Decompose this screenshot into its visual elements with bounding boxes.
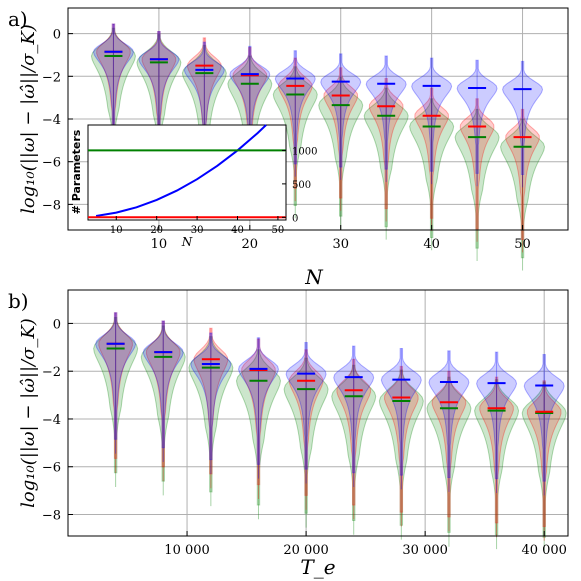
x-tick-label: 30 000 (402, 543, 448, 558)
violin-blue (285, 342, 327, 470)
violin-blue (523, 353, 565, 482)
inset-x-ticks: 10 20 30 40 50 (110, 216, 284, 236)
violin-blue (365, 55, 407, 170)
y-tick-label: 0 (53, 28, 61, 43)
violin-red (479, 376, 514, 524)
violin-blue (142, 320, 184, 449)
violin-blue (333, 345, 375, 474)
violin-blue (411, 57, 453, 172)
y-tick-label: −4 (42, 113, 61, 128)
inset-x-tick-label: 10 (110, 225, 123, 236)
violin-red (288, 349, 324, 496)
x-tick-label: 20 (242, 237, 259, 252)
violin-blue (320, 53, 362, 168)
panel-a-label: a) (8, 7, 28, 31)
violin-green (409, 98, 455, 238)
violin-red (414, 87, 449, 219)
x-tick-label: 20 000 (283, 543, 329, 558)
violin-green (331, 364, 377, 521)
panel-b-violins (93, 312, 567, 552)
violin-green (93, 316, 139, 474)
violin-green (454, 108, 500, 249)
x-tick-label: 10 (151, 237, 168, 252)
violin-green (474, 379, 520, 536)
violin-green (500, 118, 546, 259)
violin-red (505, 108, 540, 241)
violin-blue (95, 312, 137, 440)
violin-green (378, 369, 424, 526)
x-tick-label: 10 000 (164, 543, 210, 558)
y-tick-label: 0 (53, 317, 61, 332)
inset-ylabel: # Parameters (70, 129, 83, 214)
inset-x-tick-label: 40 (231, 225, 244, 236)
panel-a-ylabel: log₁₀(||ω| − |ω̂||/σ_K) (18, 24, 39, 214)
violin-green (140, 325, 186, 482)
y-tick-label: −8 (42, 509, 61, 524)
panel-b: b) 10 000 20 000 30 000 40 000 0 −2 −4 −6 −8 T_… (8, 289, 569, 579)
y-tick-label: −6 (42, 461, 61, 476)
violin-blue (274, 50, 316, 165)
violin-red (383, 365, 419, 513)
violin-green (318, 76, 364, 217)
inset-series-line (95, 124, 267, 217)
inset-y-tick-label: 1000 (292, 146, 317, 157)
violin-green (426, 376, 472, 533)
panel-a-x-ticks: 10 20 30 40 50 (151, 225, 531, 252)
violin-red (526, 380, 562, 527)
violin-blue (380, 348, 422, 476)
violin-red (323, 67, 359, 199)
panel-b-frame (67, 289, 569, 537)
x-tick-label: 30 (332, 237, 349, 252)
panel-b-grid (68, 290, 568, 536)
inset-x-tick-label: 20 (150, 225, 163, 236)
y-tick-label: −2 (42, 70, 61, 85)
panel-a-mean-markers (104, 50, 532, 148)
panel-a-y-ticks: 0 −2 −4 −6 −8 (42, 28, 73, 213)
violin-blue (190, 332, 232, 461)
inset-x-tick-label: 50 (272, 225, 285, 236)
panel-b-x-ticks: 10 000 20 000 30 000 40 000 (164, 531, 567, 558)
violin-red (368, 77, 404, 210)
violin-blue (502, 60, 544, 175)
violin-red (241, 338, 276, 486)
x-tick-label: 50 (514, 237, 531, 252)
panel-a: a) 10 20 30 40 50 0−2−4−6−8 N log₁₀(||ω| − |… (8, 7, 569, 289)
y-tick-label: −6 (42, 156, 61, 171)
y-tick-label: −2 (42, 365, 61, 380)
panel-b-mean-markers (106, 342, 554, 414)
x-tick-label: 40 (423, 237, 440, 252)
violin-blue (428, 350, 470, 478)
inset-y-tick-label: 0 (292, 213, 298, 224)
panel-a-grid (68, 8, 568, 230)
x-tick-label: 40 000 (521, 543, 567, 558)
violin-green (363, 87, 409, 228)
inset-x-tick-label: 30 (191, 225, 204, 236)
y-tick-label: −4 (42, 413, 61, 428)
y-tick-label: −8 (42, 198, 61, 213)
inset-lines (88, 124, 286, 219)
inset-background (87, 124, 287, 221)
panel-b-xlabel: T_e (300, 555, 335, 579)
inset-y-tick-label: 500 (292, 180, 311, 191)
violin-blue (476, 351, 518, 480)
violin-green (521, 381, 567, 538)
inset-xlabel: N (181, 235, 193, 249)
violin-red (277, 57, 313, 189)
violin-blue (237, 337, 279, 465)
violin-red (459, 98, 495, 230)
inset-y-ticks: 0 500 1000 (282, 146, 317, 224)
panel-a-xlabel: N (304, 265, 324, 289)
violin-green (272, 66, 318, 206)
panel-b-y-ticks: 0 −2 −4 −6 −8 (42, 317, 73, 524)
violin-blue (456, 59, 498, 174)
panel-b-label: b) (8, 289, 29, 313)
violin-green (188, 336, 234, 493)
violin-green (283, 357, 329, 514)
panel-b-ylabel: log₁₀(||ω| − |ω̂||/σ_K) (18, 318, 39, 508)
violin-green (235, 349, 281, 506)
